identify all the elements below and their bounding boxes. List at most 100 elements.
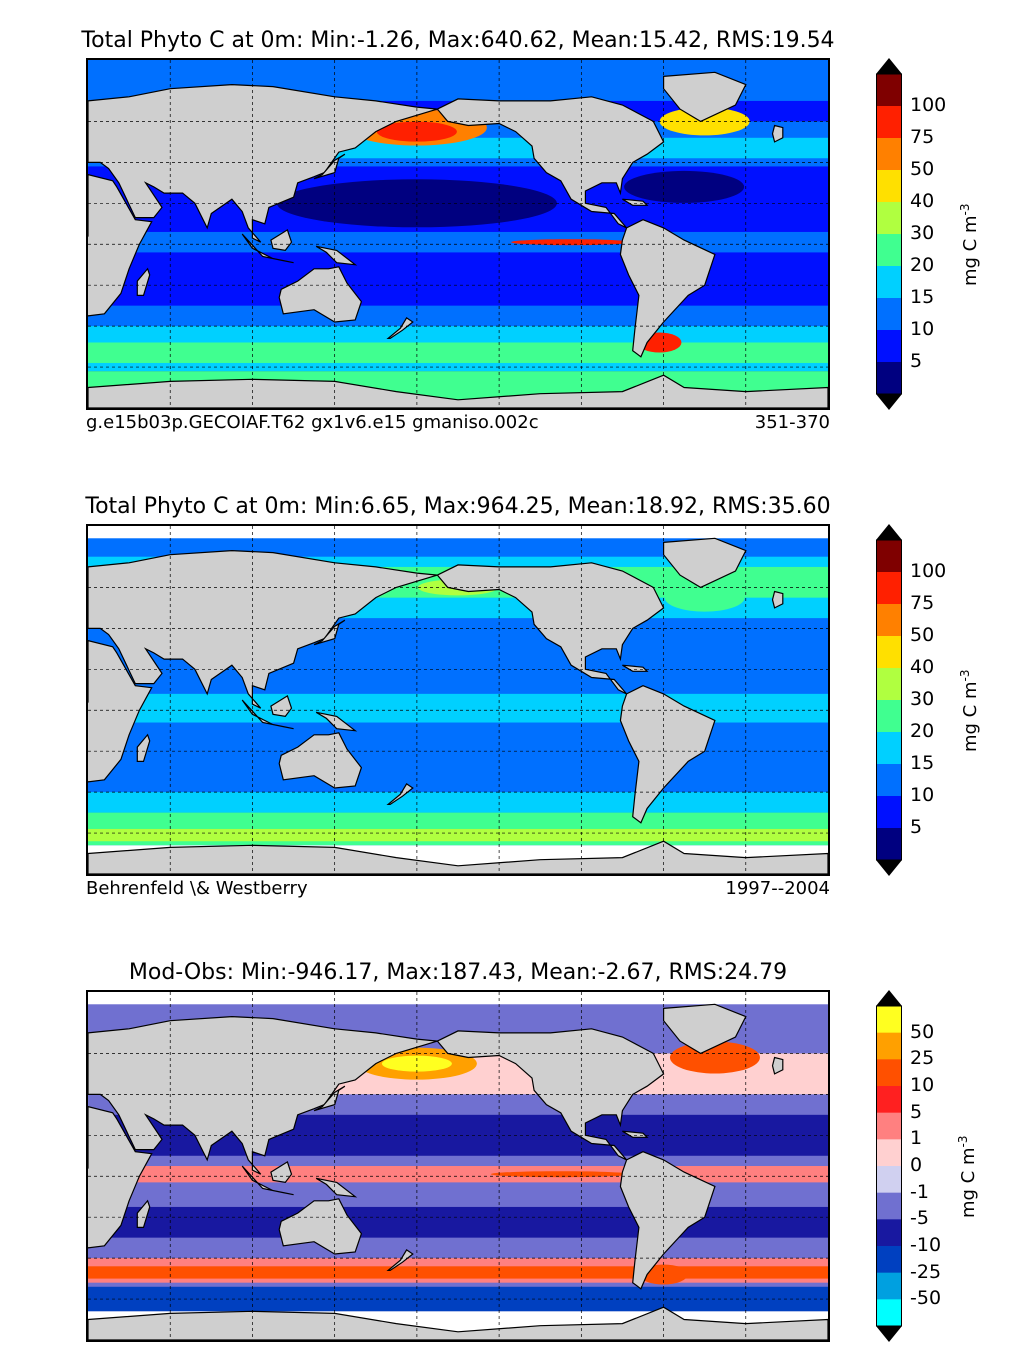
colorbar-swatch bbox=[876, 732, 902, 765]
colorbar-extend-max bbox=[876, 524, 902, 540]
colorbar-tick-label: -5 bbox=[910, 1207, 929, 1230]
gyre-band bbox=[88, 1206, 828, 1238]
colorbar-unit: mg C m-3 bbox=[958, 203, 981, 286]
global-map bbox=[86, 524, 830, 876]
bloom-high bbox=[511, 239, 632, 246]
colorbar-tick-label: 50 bbox=[910, 1020, 935, 1043]
colorbar-tick-label: 0 bbox=[910, 1154, 923, 1176]
colorbar-tick-label: 5 bbox=[910, 1100, 923, 1123]
colorbar-tick-label: 100 bbox=[910, 560, 947, 582]
colorbar-swatch bbox=[876, 138, 902, 171]
colorbar-tick-label: 50 bbox=[910, 158, 935, 180]
land-nz bbox=[386, 1249, 414, 1271]
years-label: 1997--2004 bbox=[725, 878, 830, 899]
colorbar-tick-label: 30 bbox=[910, 688, 935, 710]
colorbar-swatch bbox=[876, 1086, 902, 1114]
land-madagascar bbox=[136, 267, 151, 296]
colorbar-swatch bbox=[876, 636, 902, 669]
land-antarctica bbox=[88, 840, 828, 874]
colorbar-tick-label: 40 bbox=[910, 656, 935, 678]
global-map bbox=[86, 990, 830, 1342]
land-samerica bbox=[619, 1151, 716, 1290]
colorbar-tick-label: 100 bbox=[910, 94, 947, 116]
land-newguinea bbox=[315, 245, 358, 266]
case-label: g.e15b03p.GECOIAF.T62 gx1v6.e15 gmaniso.… bbox=[86, 412, 539, 433]
colorbar-swatch bbox=[876, 1166, 902, 1194]
land-nz bbox=[386, 783, 414, 805]
colorbar-extend-min bbox=[876, 394, 902, 410]
land-newguinea bbox=[315, 711, 358, 732]
southern-band bbox=[88, 1266, 828, 1279]
colorbar-swatch bbox=[876, 1272, 902, 1300]
land-antarctica bbox=[88, 374, 828, 408]
bloom-high bbox=[664, 583, 745, 612]
colorbar-swatch bbox=[876, 540, 902, 573]
colorbar-tick-label: 10 bbox=[910, 318, 935, 340]
colorbar-swatch bbox=[876, 1299, 902, 1327]
map-canvas bbox=[88, 60, 828, 408]
land-borneo bbox=[270, 228, 293, 252]
land-nz bbox=[386, 317, 414, 339]
colorbar-tick-label: 20 bbox=[910, 254, 935, 276]
colorbar-swatch bbox=[876, 1032, 902, 1060]
panel-title: Mod-Obs: Min:-946.17, Max:187.43, Mean:-… bbox=[128, 960, 788, 985]
colorbar bbox=[876, 990, 902, 1342]
land-borneo bbox=[270, 1160, 293, 1184]
land-greenland bbox=[662, 71, 747, 123]
land-newguinea bbox=[315, 1177, 358, 1198]
diff-positive bbox=[669, 1041, 760, 1074]
colorbar-tick-label: -50 bbox=[910, 1287, 942, 1310]
equatorial-band bbox=[88, 231, 828, 253]
map-canvas bbox=[88, 992, 828, 1340]
land-australia bbox=[278, 732, 363, 789]
no-data bbox=[88, 992, 828, 1005]
no-data bbox=[88, 526, 828, 539]
colorbar-swatch bbox=[876, 1246, 902, 1274]
colorbar-swatch bbox=[876, 700, 902, 733]
colorbar-swatch bbox=[876, 362, 902, 395]
colorbar-swatch bbox=[876, 796, 902, 829]
colorbar-tick-label: 40 bbox=[910, 190, 935, 212]
colorbar bbox=[876, 58, 902, 410]
years-label: 351-370 bbox=[754, 412, 830, 433]
land-australia bbox=[278, 266, 363, 323]
diff-positive bbox=[490, 1171, 631, 1178]
southern-ocean-band bbox=[88, 828, 828, 842]
colorbar-tick-label: -1 bbox=[910, 1180, 929, 1203]
diff-positive bbox=[381, 1055, 452, 1072]
colorbar-swatch bbox=[876, 572, 902, 605]
colorbar-tick-label: 20 bbox=[910, 720, 935, 742]
colorbar-swatch bbox=[876, 202, 902, 235]
colorbar-swatch bbox=[876, 106, 902, 139]
colorbar-swatch bbox=[876, 1192, 902, 1220]
colorbar-tick-label: 75 bbox=[910, 126, 935, 148]
colorbar-swatch bbox=[876, 170, 902, 203]
equatorial-band bbox=[88, 1166, 828, 1183]
land-uk bbox=[771, 124, 784, 143]
land-japan bbox=[313, 619, 346, 646]
land-greenland bbox=[662, 1003, 747, 1055]
colorbar-tick-label: 15 bbox=[910, 286, 935, 308]
gyre-low bbox=[276, 179, 557, 228]
colorbar-tick-label: -10 bbox=[910, 1234, 942, 1256]
colorbar-swatch bbox=[876, 1059, 902, 1087]
source-label: Behrenfeld \& Westberry bbox=[86, 878, 308, 899]
colorbar-extend-min bbox=[876, 860, 902, 876]
colorbar-swatch bbox=[876, 1219, 902, 1247]
colorbar bbox=[876, 524, 902, 876]
colorbar-tick-label: 5 bbox=[910, 350, 923, 372]
colorbar-swatch bbox=[876, 234, 902, 267]
southern-ocean-band bbox=[88, 342, 828, 363]
colorbar-unit: mg C m-3 bbox=[956, 1135, 979, 1218]
land-uk bbox=[771, 1056, 784, 1075]
colorbar-swatch bbox=[876, 668, 902, 701]
gyre-low bbox=[624, 170, 745, 203]
land-madagascar bbox=[136, 733, 151, 762]
land-borneo bbox=[270, 694, 293, 718]
panel-title: Total Phyto C at 0m: Min:-1.26, Max:640.… bbox=[81, 28, 835, 53]
colorbar-swatch bbox=[876, 74, 902, 107]
colorbar-tick-label: 5 bbox=[910, 816, 923, 838]
colorbar-extend-max bbox=[876, 990, 902, 1006]
equatorial-band bbox=[88, 693, 828, 723]
land-greenland bbox=[662, 537, 747, 589]
